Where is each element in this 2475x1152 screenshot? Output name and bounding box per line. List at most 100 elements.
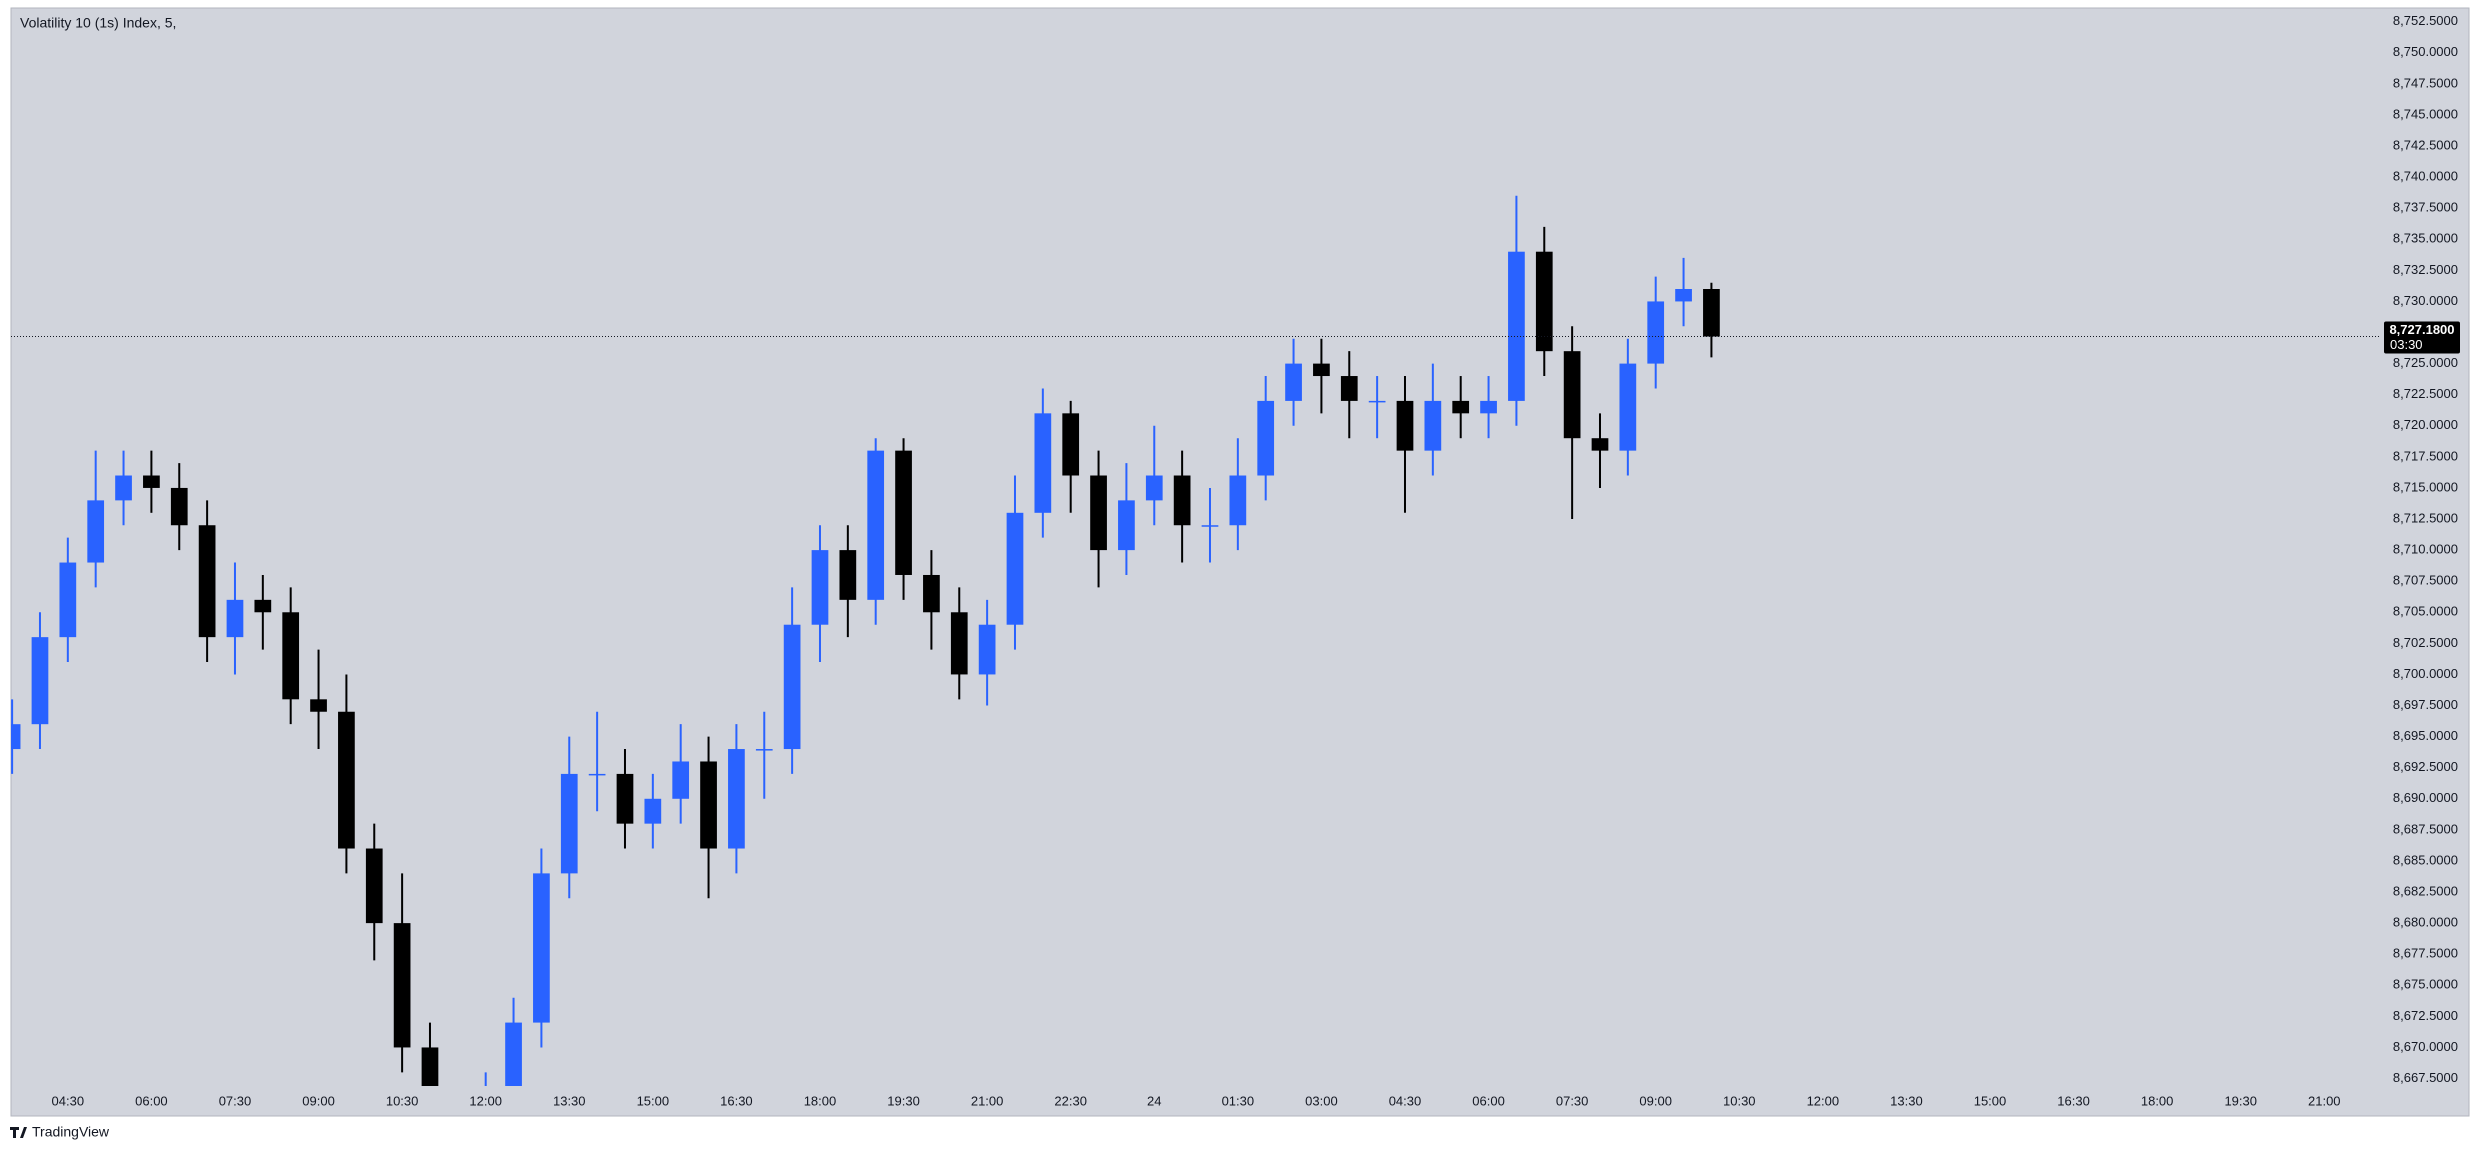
candle-body bbox=[950, 612, 968, 675]
x-tick-label: 01:30 bbox=[1222, 1093, 1255, 1108]
y-tick-label: 8,742.5000 bbox=[2393, 137, 2458, 152]
y-tick-label: 8,697.5000 bbox=[2393, 697, 2458, 712]
x-tick-label: 22:30 bbox=[1054, 1093, 1087, 1108]
y-tick-label: 8,752.5000 bbox=[2393, 13, 2458, 28]
countdown-label: 03:30 bbox=[2390, 337, 2423, 352]
x-tick-label: 03:00 bbox=[1305, 1093, 1338, 1108]
candle-body bbox=[1118, 500, 1135, 551]
y-tick-label: 8,722.5000 bbox=[2393, 386, 2458, 401]
x-tick-label: 15:00 bbox=[1974, 1093, 2007, 1108]
y-tick-label: 8,747.5000 bbox=[2393, 75, 2458, 90]
candle-body bbox=[1396, 400, 1414, 451]
candle-body bbox=[728, 749, 745, 849]
y-tick-label: 8,725.0000 bbox=[2393, 355, 2458, 370]
candle-body bbox=[143, 475, 160, 488]
candle-body bbox=[310, 699, 327, 712]
candle-body bbox=[1535, 251, 1553, 352]
y-tick-label: 8,730.0000 bbox=[2393, 293, 2458, 308]
x-tick-label: 19:30 bbox=[2224, 1093, 2257, 1108]
y-tick-label: 8,670.0000 bbox=[2393, 1039, 2458, 1054]
y-tick-label: 8,702.5000 bbox=[2393, 635, 2458, 650]
y-tick-label: 8,690.0000 bbox=[2393, 790, 2458, 805]
chart-background bbox=[10, 7, 2470, 1117]
x-tick-label: 21:00 bbox=[2308, 1093, 2341, 1108]
x-tick-label: 04:30 bbox=[1389, 1093, 1422, 1108]
candle-body bbox=[755, 749, 773, 751]
brand: TradingView bbox=[32, 1124, 110, 1140]
candle-body bbox=[87, 500, 105, 563]
x-tick-label: 16:30 bbox=[720, 1093, 753, 1108]
y-tick-label: 8,680.0000 bbox=[2393, 915, 2458, 930]
candle-body bbox=[1480, 400, 1497, 414]
last-price-label: 8,727.1800 bbox=[2389, 322, 2454, 337]
candle-body bbox=[811, 550, 829, 625]
candle-body bbox=[1034, 413, 1052, 513]
y-tick-label: 8,682.5000 bbox=[2393, 883, 2458, 898]
x-tick-label: 10:30 bbox=[386, 1093, 419, 1108]
x-tick-label: 06:00 bbox=[135, 1093, 168, 1108]
candle-body bbox=[254, 599, 272, 613]
y-tick-label: 8,720.0000 bbox=[2393, 417, 2458, 432]
y-tick-label: 8,700.0000 bbox=[2393, 666, 2458, 681]
last-price-tag bbox=[2384, 321, 2460, 354]
candle-body bbox=[1062, 413, 1080, 476]
candle-body bbox=[1647, 301, 1665, 364]
candle-body bbox=[1285, 363, 1302, 401]
y-tick-label: 8,672.5000 bbox=[2393, 1008, 2458, 1023]
candle-body bbox=[1703, 289, 1720, 337]
y-tick-label: 8,735.0000 bbox=[2393, 231, 2458, 246]
x-tick-label: 13:30 bbox=[553, 1093, 586, 1108]
brand-logo: TradingView bbox=[10, 1124, 110, 1140]
y-tick-label: 8,667.5000 bbox=[2393, 1070, 2458, 1085]
candle-body bbox=[31, 637, 49, 725]
candle-body bbox=[393, 923, 411, 1048]
x-tick-label: 09:00 bbox=[302, 1093, 335, 1108]
y-tick-label: 8,692.5000 bbox=[2393, 759, 2458, 774]
x-tick-label: 09:00 bbox=[1639, 1093, 1672, 1108]
candle-body bbox=[170, 487, 188, 526]
candle-body bbox=[338, 711, 355, 849]
candle-body bbox=[1452, 400, 1470, 414]
x-tick-label: 24 bbox=[1147, 1093, 1161, 1108]
candle-body bbox=[115, 475, 132, 501]
y-tick-label: 8,712.5000 bbox=[2393, 510, 2458, 525]
candle-body bbox=[1424, 400, 1442, 451]
x-tick-label: 10:30 bbox=[1723, 1093, 1756, 1108]
y-tick-label: 8,715.0000 bbox=[2393, 479, 2458, 494]
candle-body bbox=[783, 624, 801, 750]
candle-body bbox=[505, 1022, 522, 1086]
x-tick-label: 06:00 bbox=[1472, 1093, 1505, 1108]
candle-body bbox=[1257, 400, 1275, 476]
x-tick-label: 15:00 bbox=[637, 1093, 670, 1108]
y-tick-label: 8,685.0000 bbox=[2393, 852, 2458, 867]
candle-body bbox=[978, 624, 996, 675]
candle-body bbox=[1368, 400, 1386, 403]
x-tick-label: 18:00 bbox=[804, 1093, 837, 1108]
candle-body bbox=[282, 612, 300, 700]
candle-body bbox=[1229, 475, 1247, 526]
y-tick-label: 8,745.0000 bbox=[2393, 106, 2458, 121]
candle-body bbox=[1173, 475, 1191, 526]
candle-body bbox=[1201, 525, 1219, 527]
candle-body bbox=[644, 798, 662, 824]
x-tick-label: 07:30 bbox=[219, 1093, 252, 1108]
candle-body bbox=[1675, 289, 1692, 302]
candle-body bbox=[1090, 475, 1107, 551]
y-tick-label: 8,750.0000 bbox=[2393, 44, 2458, 59]
candle-body bbox=[59, 562, 77, 638]
x-tick-label: 13:30 bbox=[1890, 1093, 1923, 1108]
candle-body bbox=[11, 724, 21, 750]
y-tick-label: 8,687.5000 bbox=[2393, 821, 2458, 836]
candles bbox=[11, 195, 1720, 1152]
candle-body bbox=[421, 1047, 439, 1086]
candle-body bbox=[449, 1147, 466, 1152]
candle-body bbox=[588, 773, 606, 776]
x-tick-label: 04:30 bbox=[52, 1093, 85, 1108]
y-tick-label: 8,710.0000 bbox=[2393, 542, 2458, 557]
y-tick-label: 8,675.0000 bbox=[2393, 977, 2458, 992]
candle-body bbox=[560, 773, 578, 874]
candle-body bbox=[1145, 475, 1163, 501]
x-tick-label: 12:00 bbox=[469, 1093, 502, 1108]
